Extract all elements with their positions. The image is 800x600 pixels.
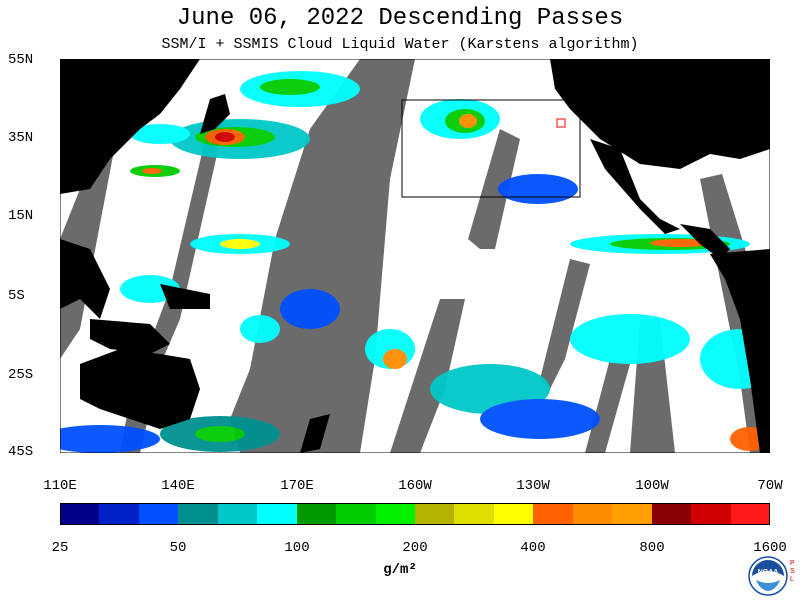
- new-zealand: [300, 414, 330, 453]
- colorbar-segment: [612, 503, 652, 525]
- central-america: [680, 224, 730, 259]
- colorbar-segment: [573, 503, 612, 525]
- lat-label-45s: 45S: [8, 444, 34, 460]
- lon-label-130w: 130W: [516, 478, 550, 494]
- japan: [200, 94, 230, 134]
- colorbar-segment: [494, 503, 533, 525]
- colorbar-segment: [652, 503, 691, 525]
- new-guinea: [160, 284, 210, 309]
- mexico: [590, 139, 680, 234]
- psl-logo-text: P S L: [790, 560, 795, 583]
- southeast-asia: [60, 239, 110, 319]
- colorbar-segment: [415, 503, 454, 525]
- colorbar-label-100: 100: [284, 540, 310, 556]
- colorbar-label-200: 200: [402, 540, 428, 556]
- lon-label-140e: 140E: [161, 478, 195, 494]
- lat-label-35n: 35N: [8, 130, 34, 146]
- swath-5: [540, 259, 590, 389]
- colorbar-label-50: 50: [169, 540, 187, 556]
- colorbar-segment: [454, 503, 494, 525]
- lat-label-55n: 55N: [8, 52, 34, 68]
- north-america: [550, 59, 770, 169]
- lat-label-5s: 5S: [8, 288, 25, 304]
- colorbar-label-1600: 1600: [753, 540, 787, 556]
- lon-label-110e: 110E: [43, 478, 77, 494]
- noaa-logo-icon: NOAA: [748, 556, 788, 596]
- lon-label-170e: 170E: [280, 478, 314, 494]
- cloud-liquid-water-map: [60, 59, 770, 453]
- colorbar-segment: [178, 503, 218, 525]
- noaa-logo-text: NOAA: [758, 569, 779, 576]
- colorbar: [60, 503, 770, 525]
- colorbar-segment: [691, 503, 731, 525]
- colorbar-label-25: 25: [51, 540, 69, 556]
- map-title: June 06, 2022 Descending Passes: [176, 5, 624, 32]
- lat-label-25s: 25S: [8, 367, 34, 383]
- south-america: [710, 249, 770, 453]
- colorbar-frame: [60, 503, 770, 525]
- lon-label-70w: 70W: [757, 478, 783, 494]
- lon-label-100w: 100W: [635, 478, 669, 494]
- colorbar-segment: [336, 503, 376, 525]
- colorbar-segment: [257, 503, 297, 525]
- swath-6: [390, 299, 465, 453]
- lon-label-160w: 160W: [398, 478, 432, 494]
- colorbar-units: g/m²: [383, 562, 417, 578]
- map-subtitle: SSM/I + SSMIS Cloud Liquid Water (Karste…: [161, 36, 639, 53]
- swath-4: [468, 129, 520, 249]
- highlight-marker: [556, 118, 566, 128]
- lat-label-15n: 15N: [8, 208, 34, 224]
- indonesia: [90, 319, 170, 354]
- colorbar-segment: [376, 503, 415, 525]
- colorbar-segment: [60, 503, 99, 525]
- colorbar-label-400: 400: [520, 540, 546, 556]
- colorbar-segment: [218, 503, 257, 525]
- australia: [80, 349, 200, 429]
- colorbar-segment: [731, 503, 770, 525]
- colorbar-segment: [99, 503, 139, 525]
- colorbar-segment: [297, 503, 336, 525]
- asia-mainland: [60, 59, 200, 194]
- swath-10: [585, 359, 630, 453]
- region-box: [401, 99, 581, 198]
- cloud-patches: [60, 71, 770, 453]
- colorbar-label-800: 800: [639, 540, 665, 556]
- colorbar-segment: [139, 503, 178, 525]
- colorbar-segment: [533, 503, 573, 525]
- swath-2: [140, 119, 225, 389]
- land-masses: [60, 59, 770, 453]
